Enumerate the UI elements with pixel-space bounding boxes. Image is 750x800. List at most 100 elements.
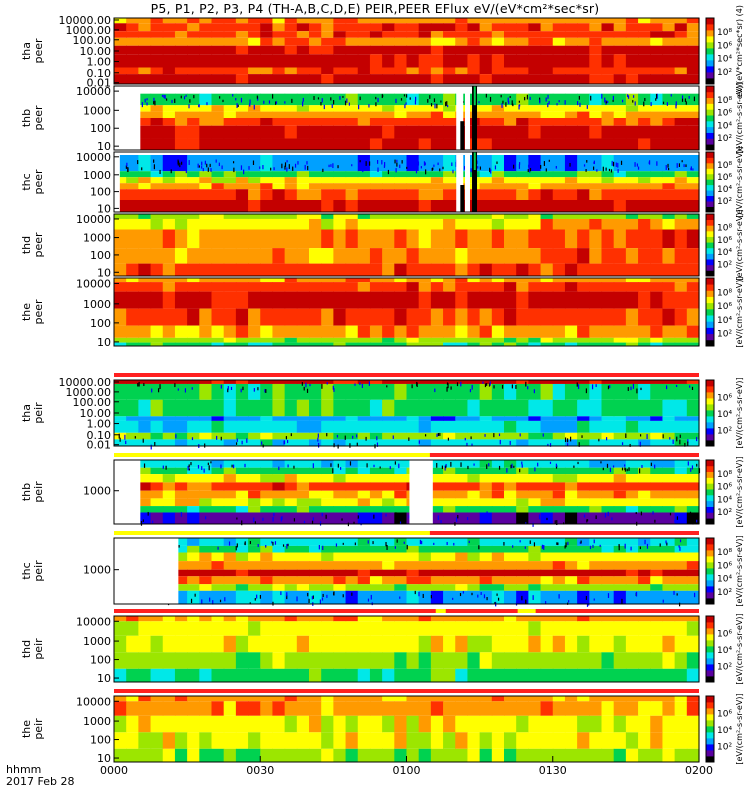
spectrogram-band [674,420,688,433]
spectrogram-band [187,696,200,702]
spectrogram-band [394,696,408,702]
spectrogram-band [284,282,298,292]
noise-speck [203,468,205,473]
spectrogram-band [455,584,469,591]
spectrogram-band [162,282,176,292]
spectrogram-band [418,538,432,546]
spectrogram-band [625,748,639,762]
spectrogram-band [674,584,688,591]
spectrogram-band [174,54,188,68]
spectrogram-band [674,18,688,24]
spectrogram-band [260,383,274,400]
spectrogram-band [187,383,200,400]
spectrogram-band [613,171,627,178]
spectrogram-band [174,569,188,577]
spectrogram-band [516,420,529,433]
noise-speck [447,383,449,389]
spectrogram-band [516,439,529,446]
spectrogram-band [662,74,676,84]
spectrogram-band [126,45,139,55]
spectrogram-band [455,282,469,292]
spectrogram-band [601,576,615,585]
spectrogram-band [601,701,615,716]
spectrogram-band [552,45,566,55]
colorbar-tick-label: 10⁸ [717,28,732,38]
spectrogram-band [479,552,493,562]
noise-speck [297,161,299,165]
spectrogram-band [235,635,249,653]
noise-speck [411,384,413,389]
spectrogram-band [686,474,700,483]
noise-speck [219,599,222,603]
spectrogram-band [540,214,554,219]
spectrogram-band [333,474,347,483]
spectrogram-band [516,171,529,178]
spectrogram-band [345,569,359,577]
colorbar-segment [706,592,714,599]
spectrogram-band [528,155,542,172]
spectrogram-band [430,263,444,276]
noise-speck [303,520,306,524]
noise-speck [184,388,187,393]
spectrogram-band [516,652,529,669]
spectrogram-band [382,668,395,682]
spectrogram-band [260,498,274,507]
noise-speck [243,169,245,175]
spectrogram-band [650,308,664,326]
spectrogram-band [187,229,200,249]
spectrogram-band [577,616,590,622]
spectrogram-band [686,67,700,75]
spectrogram-band [369,380,383,384]
colorbar-segment [706,580,714,587]
spectrogram-band [394,67,408,75]
spectrogram-band [552,439,566,446]
spectrogram-band [309,177,322,184]
spectrogram-band [369,111,383,118]
spectrogram-band [479,342,493,346]
spectrogram-band [418,325,432,338]
noise-speck [265,545,267,548]
spectrogram-band [625,214,639,219]
spectrogram-band [650,177,664,184]
noise-speck [675,384,678,388]
noise-speck [612,465,615,468]
spectrogram-band [357,668,371,682]
spectrogram-band [321,696,334,702]
noise-speck [362,168,364,173]
spectrogram-band [613,155,627,172]
spectrogram-band [455,383,469,400]
spectrogram-band [638,490,651,499]
spectrogram-band [406,383,420,400]
spectrogram-band [601,118,615,126]
spectrogram-band [601,506,615,513]
spectrogram-band [321,282,334,292]
spectrogram-band [199,380,213,384]
spectrogram-band [272,218,286,230]
spectrogram-band [260,93,274,106]
spectrogram-band [601,652,615,669]
spectrogram-band [686,621,700,636]
spectrogram-band [674,263,688,276]
colorbar-segment [706,440,714,447]
spectrogram-band [162,278,176,283]
spectrogram-band [394,432,408,440]
spectrogram-band [577,635,590,653]
spectrogram-band [601,732,615,749]
spectrogram-band [369,189,383,200]
spectrogram-band [516,715,529,733]
spectrogram-band [406,399,420,417]
colorbar-frame [705,615,715,683]
colorbar-segment [706,658,714,665]
spectrogram-band [601,383,615,400]
spectrogram-band [589,125,603,139]
spectrogram-band [613,342,627,346]
spectrogram-band [296,383,310,400]
spectrogram-band [345,189,359,200]
spectrogram-band [357,399,371,417]
y-tick-label: 1000.00 [66,24,112,37]
spectrogram-band [394,155,408,172]
spectrogram-band [162,342,176,346]
spectrogram-band [516,189,529,200]
spectrogram-band [516,506,529,513]
spectrogram-band [235,420,249,433]
